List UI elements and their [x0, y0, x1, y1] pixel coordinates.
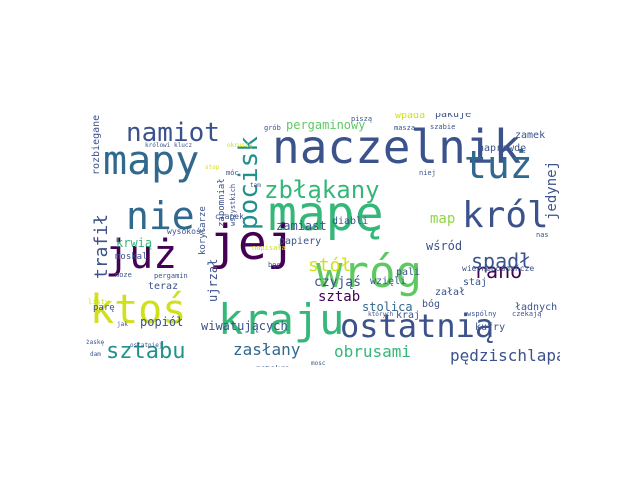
- cloud-word: mosc: [311, 360, 326, 367]
- cloud-word: stół: [308, 255, 352, 276]
- cloud-word: pergaminowy: [286, 118, 366, 132]
- cloud-word: móc: [226, 169, 239, 177]
- cloud-word: czapek: [215, 212, 244, 221]
- cloud-word: pędzischlapany: [450, 346, 560, 365]
- cloud-word: parę: [93, 303, 115, 313]
- cloud-word: tuż: [464, 143, 533, 187]
- cloud-word: masakra: [256, 365, 290, 368]
- word-cloud: naczelnik mapę wróg kraju już jej ktoś mapy tuż o…: [80, 113, 560, 367]
- cloud-word: sztab: [318, 289, 361, 305]
- cloud-word: królowi: [145, 142, 171, 149]
- cloud-word: wszystkich: [229, 183, 237, 226]
- cloud-word: jedynej: [544, 160, 560, 220]
- cloud-word: ostatniej: [130, 342, 163, 349]
- cloud-word: popiół: [140, 315, 184, 329]
- cloud-word: król: [462, 195, 549, 236]
- cloud-word: jak: [117, 321, 128, 328]
- cloud-word: wiernopoddańcze: [462, 264, 535, 273]
- cloud-word: wpada: [395, 113, 426, 121]
- cloud-word: stop: [205, 164, 220, 171]
- cloud-word: kufry: [475, 322, 506, 333]
- cloud-word: wśród: [426, 239, 463, 253]
- cloud-word: moskal: [115, 252, 148, 262]
- cloud-word: zbłąkany: [264, 176, 380, 204]
- cloud-word: kraju: [218, 295, 345, 344]
- cloud-word: zamiast: [276, 219, 327, 233]
- cloud-word: diabli: [332, 216, 369, 227]
- cloud-word: zasłany: [233, 340, 301, 359]
- cloud-word: tam: [250, 182, 261, 189]
- cloud-word: szabie: [430, 123, 456, 131]
- cloud-word: ładnych: [515, 302, 558, 313]
- cloud-word: sztabu: [106, 339, 186, 364]
- cloud-word: naczelnik: [272, 120, 522, 174]
- cloud-word: załał: [435, 287, 466, 298]
- cloud-word: okruszę: [227, 142, 253, 149]
- cloud-word: listy: [88, 298, 110, 306]
- cloud-word: nas: [536, 231, 549, 239]
- cloud-word: ktoś: [90, 287, 187, 333]
- cloud-word: czekają: [512, 310, 542, 318]
- cloud-word: wzięli: [370, 276, 407, 287]
- cloud-word: ujrzał: [206, 258, 220, 302]
- cloud-word: mapę: [268, 186, 384, 242]
- cloud-word: moze: [115, 271, 132, 279]
- cloud-word: czyjąś: [314, 275, 361, 290]
- cloud-word: rozbiegane: [91, 114, 102, 175]
- cloud-word: stolica: [362, 300, 413, 314]
- cloud-word: naprawdę: [478, 143, 527, 154]
- cloud-word: piszą: [351, 115, 373, 123]
- cloud-word: grób: [264, 124, 281, 132]
- cloud-word: wróg: [316, 247, 422, 298]
- cloud-word: żaskę: [86, 339, 105, 346]
- cloud-word: których: [368, 311, 394, 318]
- cloud-word: spadł: [471, 249, 532, 273]
- cloud-word: klucz: [174, 142, 193, 149]
- cloud-word: zamek: [515, 130, 546, 141]
- cloud-word: wiwatujących: [201, 319, 288, 333]
- cloud-word: bóg: [422, 299, 441, 310]
- cloud-word: nie: [126, 194, 195, 238]
- cloud-word: już: [105, 232, 178, 278]
- cloud-word: pergamin: [154, 272, 188, 280]
- cloud-word: jej: [209, 215, 296, 271]
- cloud-word: papiery: [279, 236, 322, 247]
- cloud-word: pali: [396, 267, 421, 278]
- cloud-word: napisała: [252, 244, 286, 252]
- cloud-word: kraj: [396, 310, 421, 321]
- cloud-word: masza: [394, 124, 416, 132]
- cloud-word: bęc: [268, 261, 281, 269]
- cloud-word: obrusami: [334, 342, 412, 361]
- cloud-word: trafił: [91, 213, 112, 279]
- cloud-word: niej: [419, 169, 436, 177]
- cloud-word: mapy: [103, 138, 200, 184]
- cloud-word: dam: [90, 351, 101, 358]
- cloud-word: krwią: [116, 236, 153, 250]
- cloud-word: wspólny: [467, 310, 497, 318]
- cloud-word: wysokość: [167, 227, 206, 236]
- cloud-word: pakuje: [435, 113, 472, 120]
- cloud-word: map: [430, 211, 456, 227]
- cloud-word: namiot: [126, 118, 220, 148]
- cloud-word: rano: [474, 259, 523, 283]
- cloud-word: ostatnią: [340, 307, 495, 345]
- cloud-word: staj: [463, 277, 488, 288]
- cloud-word: teraz: [148, 281, 179, 292]
